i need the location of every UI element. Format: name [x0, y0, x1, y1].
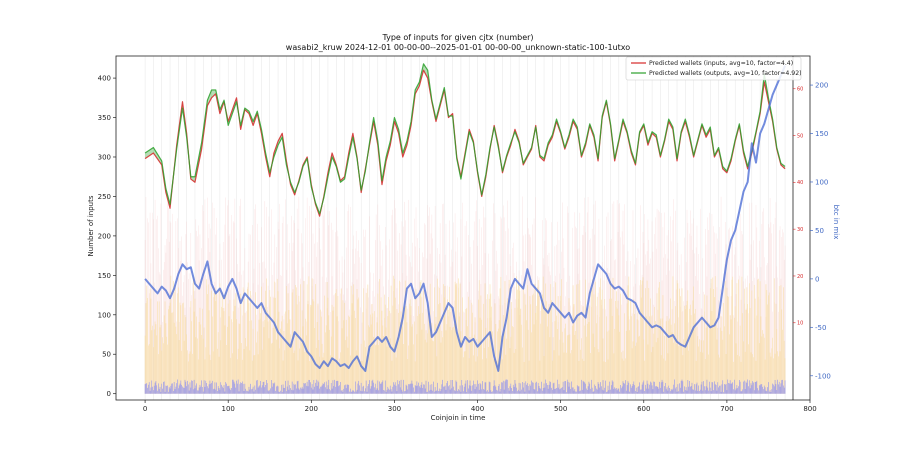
legend: Predicted wallets (inputs, avg=10, facto…	[625, 56, 802, 81]
y-tick-label: 100	[98, 311, 111, 319]
y-tick-label: 50	[102, 351, 111, 359]
x-tick-label: 800	[803, 405, 816, 413]
y-tick-label: 150	[98, 272, 111, 280]
background-bars-layer	[144, 196, 786, 394]
chart-title: Type of inputs for given cjtx (number)	[381, 33, 533, 42]
axes-layer: 0 100 200 300 400 500 600 700 800050100150200250…	[98, 55, 831, 413]
legend-label-outputs: Predicted wallets (outputs, avg=10, fact…	[649, 70, 802, 77]
y-tick-label: 0	[107, 390, 111, 398]
chart-subtitle: wasabi2_kruw 2024-12-01 00-00-00--2025-0…	[286, 43, 630, 52]
blue-axis-tick-label: -50	[815, 324, 826, 332]
red-axis-tick-label: 30	[797, 227, 803, 233]
x-tick-label: 100	[222, 405, 235, 413]
series-line-2	[144, 65, 786, 372]
x-tick-label: 600	[637, 405, 650, 413]
blue-axis-tick-label: 0	[815, 275, 819, 283]
blue-axis-tick-label: 200	[815, 82, 828, 90]
blue-axis-tick-label: -100	[815, 372, 831, 380]
legend-box	[625, 56, 802, 81]
x-tick-label: 700	[720, 405, 733, 413]
y-tick-label: 250	[98, 193, 111, 201]
x-tick-label: 400	[471, 405, 484, 413]
series-line-1	[144, 63, 786, 215]
right-axis-title: btc in mix	[832, 205, 840, 240]
x-tick-label: 200	[305, 405, 318, 413]
plot-frame	[115, 55, 811, 401]
blue-axis-tick-label: 150	[815, 130, 828, 138]
x-tick-label: 300	[388, 405, 401, 413]
y-tick-label: 350	[98, 114, 111, 122]
x-tick-label: 0	[143, 405, 147, 413]
red-axis-tick-label: 40	[797, 180, 803, 186]
red-axis-tick-label: 50	[797, 133, 803, 139]
red-axis-tick-label: 10	[797, 321, 803, 327]
blue-axis-tick-label: 100	[815, 178, 828, 186]
x-axis-title: Coinjoin in time	[431, 414, 486, 422]
y-tick-label: 300	[98, 153, 111, 161]
blue-axis-tick-label: 50	[815, 227, 824, 235]
red-axis-tick-label: 20	[797, 274, 803, 280]
y-axis-title: Number of inputs	[87, 195, 95, 256]
x-tick-label: 500	[554, 405, 567, 413]
y-tick-label: 400	[98, 75, 111, 83]
y-tick-label: 200	[98, 232, 111, 240]
series-layer	[144, 63, 786, 372]
red-axis-tick-label: 60	[797, 87, 803, 93]
legend-label-inputs: Predicted wallets (inputs, avg=10, facto…	[649, 60, 793, 67]
